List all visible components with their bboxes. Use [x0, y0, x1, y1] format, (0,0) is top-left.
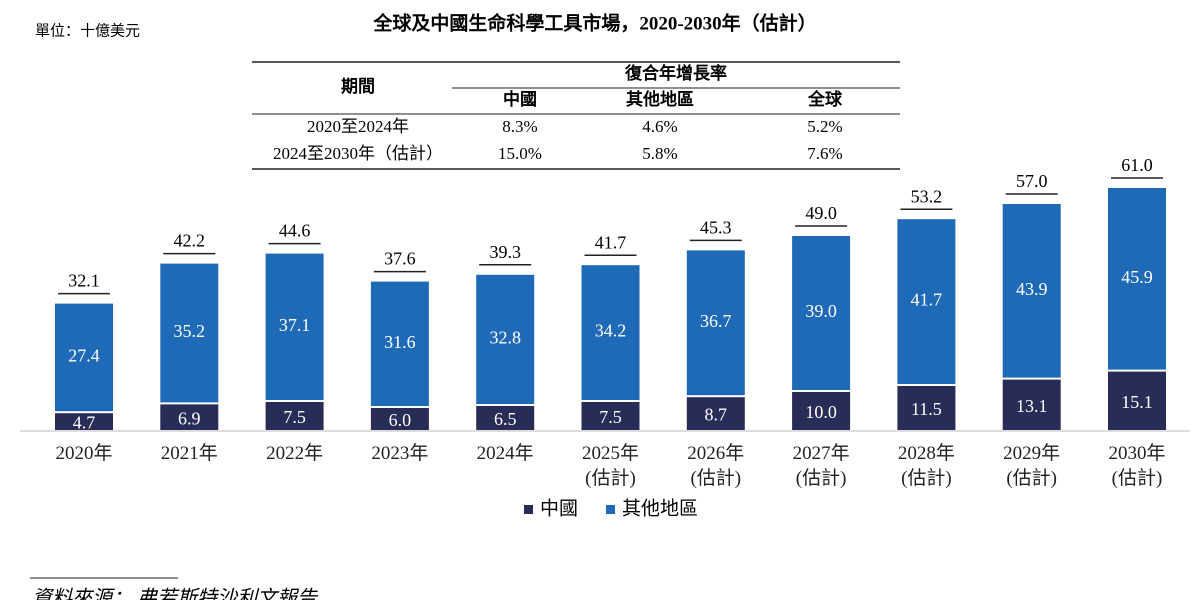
- total-label: 39.3: [489, 242, 521, 262]
- table-row-label: 2024至2030年（估計）: [273, 144, 443, 163]
- bar-segment: [370, 281, 429, 406]
- legend-label: 中國: [540, 497, 578, 519]
- bar-segment: [55, 303, 113, 412]
- unit-label: 單位：十億美元: [35, 22, 140, 39]
- table-header: 期間: [341, 77, 375, 96]
- table-column-header: 全球: [807, 89, 843, 109]
- x-tick-label: 2028年 (估計): [897, 443, 955, 489]
- value-label: 7.5: [283, 407, 306, 427]
- bar-segment: [1108, 371, 1166, 430]
- bar-segment: [1002, 204, 1061, 378]
- table-column-header: 中國: [503, 89, 537, 109]
- table-cell: 5.2%: [807, 117, 842, 136]
- value-label: 6.0: [389, 410, 412, 430]
- bar-segment: [476, 406, 535, 430]
- value-label: 43.9: [1016, 279, 1048, 299]
- legend-swatch: [606, 505, 616, 514]
- source: 資料來源： 弗若斯特沙利文報告: [32, 588, 319, 600]
- total-label: 42.2: [174, 231, 206, 251]
- x-tick-label: 2030年 (估計): [1108, 443, 1166, 489]
- total-label: 53.2: [911, 186, 943, 206]
- value-label: 45.9: [1121, 267, 1153, 287]
- x-tick-label: 2025年 (估計): [581, 443, 639, 489]
- total-label: 61.0: [1121, 155, 1153, 175]
- table-cell: 8.3%: [502, 117, 537, 136]
- value-label: 6.9: [178, 408, 201, 428]
- bar-segment: [792, 392, 851, 430]
- value-label: 7.5: [599, 407, 622, 427]
- table-group-header: 復合年增長率: [624, 63, 727, 83]
- bar-segment: [476, 274, 535, 404]
- value-label: 31.6: [384, 332, 416, 352]
- x-tick-label: 2024年: [476, 443, 534, 464]
- total-label: 57.0: [1016, 171, 1048, 191]
- value-label: 4.7: [73, 413, 96, 433]
- bar-segment: [686, 397, 745, 430]
- bar-segment: [1002, 379, 1061, 430]
- bar-segment: [265, 402, 324, 430]
- bar-segment: [897, 386, 956, 430]
- value-label: 11.5: [911, 399, 942, 419]
- value-label: 39.0: [805, 301, 837, 321]
- x-tick-label: 2021年: [160, 443, 218, 464]
- table-cell: 5.8%: [642, 144, 677, 163]
- table-row-label: 2020至2024年: [307, 117, 409, 136]
- table-column-header: 其他地區: [626, 89, 694, 109]
- value-label: 41.7: [911, 290, 943, 310]
- total-label: 32.1: [68, 271, 100, 291]
- total-label: 37.6: [384, 249, 416, 269]
- bar-segment: [581, 402, 640, 430]
- bar-segment: [581, 265, 640, 400]
- value-label: 36.7: [700, 311, 732, 331]
- bar-segment: [897, 219, 956, 384]
- x-tick-label: 2029年 (估計): [1003, 443, 1061, 489]
- x-tick-label: 2023年: [371, 443, 429, 464]
- chart-title: 全球及中國生命科學工具市場，2020-2030年（估計）: [372, 11, 816, 34]
- total-label: 45.3: [700, 218, 732, 238]
- value-label: 37.1: [279, 315, 311, 335]
- table-cell: 4.6%: [642, 117, 677, 136]
- value-label: 27.4: [68, 346, 100, 366]
- total-label: 44.6: [279, 221, 311, 241]
- bar-segment: [160, 263, 219, 403]
- value-label: 34.2: [595, 321, 627, 341]
- value-label: 35.2: [174, 321, 206, 341]
- legend-label: 其他地區: [622, 497, 698, 519]
- value-label: 6.5: [494, 409, 517, 429]
- total-label: 41.7: [595, 232, 627, 252]
- x-tick-label: 2022年: [266, 443, 324, 464]
- bar-segment: [160, 404, 219, 430]
- value-label: 13.1: [1016, 396, 1048, 416]
- legend-swatch: [524, 505, 533, 514]
- bar-segment: [686, 250, 745, 396]
- table-cell: 15.0%: [498, 144, 542, 163]
- table-cell: 7.6%: [807, 144, 842, 163]
- bar-segment: [1108, 188, 1166, 370]
- value-label: 8.7: [705, 405, 728, 425]
- bar-segment: [792, 236, 851, 390]
- x-tick-label: 2026年 (估計): [687, 443, 745, 489]
- value-label: 10.0: [805, 402, 837, 422]
- bar-segment: [55, 413, 113, 430]
- value-label: 32.8: [489, 328, 521, 348]
- bar-segment: [265, 253, 324, 400]
- value-label: 15.1: [1121, 392, 1153, 412]
- x-tick-label: 2027年 (估計): [792, 443, 850, 489]
- x-tick-label: 2020年: [55, 443, 113, 464]
- bar-segment: [370, 408, 429, 430]
- total-label: 49.0: [805, 203, 837, 223]
